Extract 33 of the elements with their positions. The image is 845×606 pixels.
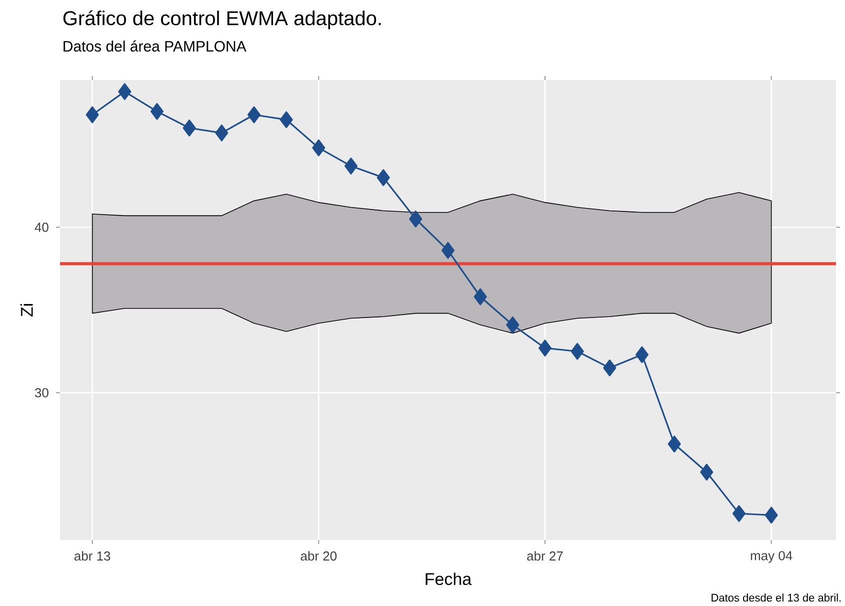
- x-tick-label: abr 27: [527, 551, 563, 561]
- chart-title: Gráfico de control EWMA adaptado.: [63, 10, 381, 30]
- y-axis-title: Zi: [20, 304, 33, 317]
- y-tick-label: 40: [34, 222, 48, 232]
- point: [409, 210, 422, 228]
- point: [376, 169, 390, 186]
- point: [442, 242, 455, 259]
- y-tick-label: 30: [34, 388, 48, 398]
- point: [182, 120, 196, 136]
- x-tick-label: abr 20: [300, 551, 337, 561]
- point: [312, 139, 326, 156]
- point: [570, 342, 584, 360]
- point: [474, 288, 487, 306]
- point: [280, 111, 293, 128]
- text: Datos desde el 13 de abril.: [712, 594, 841, 602]
- point: [86, 106, 99, 124]
- point: [150, 103, 164, 120]
- point: [215, 124, 228, 142]
- chart-subtitle: Datos del área PAMPLONA: [64, 40, 246, 52]
- x-tick-label: abr 13: [74, 551, 110, 561]
- point: [344, 158, 358, 174]
- point: [603, 360, 616, 376]
- point: [506, 316, 520, 334]
- point: [668, 436, 681, 452]
- x-tick-label: may 04: [750, 551, 792, 563]
- point: [732, 505, 746, 522]
- x-axis-title: Fecha: [426, 572, 472, 586]
- point: [118, 83, 132, 100]
- point: [538, 340, 552, 356]
- point: [764, 506, 778, 524]
- point: [700, 464, 714, 481]
- point: [636, 346, 648, 364]
- point: [248, 106, 261, 124]
